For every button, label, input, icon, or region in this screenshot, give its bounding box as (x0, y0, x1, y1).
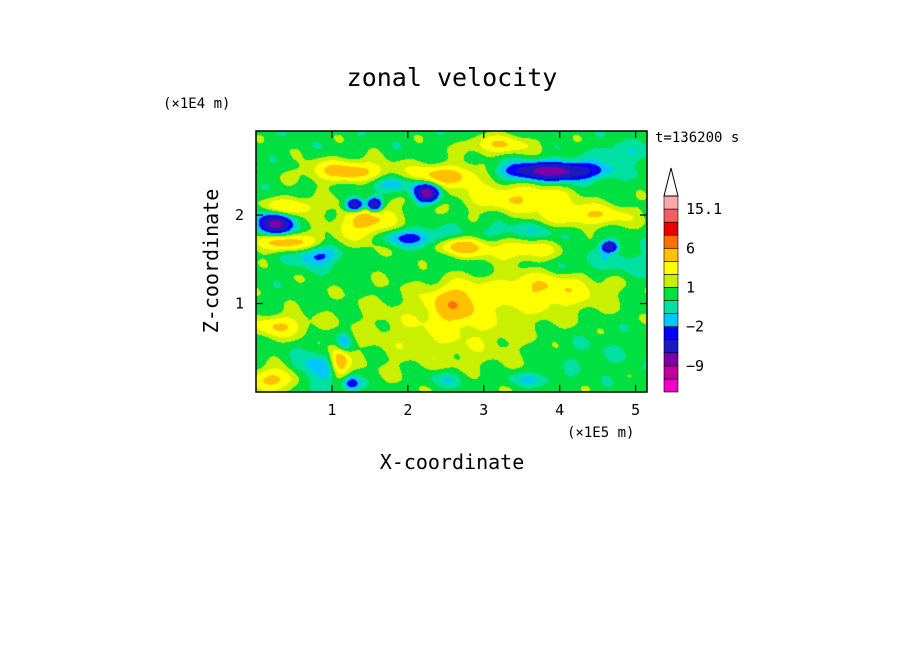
x-tick-label: 1 (327, 401, 336, 419)
x-tick-label: 3 (479, 401, 488, 419)
chart-title: zonal velocity (347, 63, 558, 92)
x-tick-label: 5 (631, 401, 640, 419)
y-tick-label: 2 (235, 206, 244, 224)
y-tick-label: 1 (235, 295, 244, 313)
colorbar-extend-arrow (663, 167, 679, 197)
x-axis-ticks: 1 2 3 4 5 (327, 131, 640, 419)
colorbar-swatch (663, 378, 679, 393)
velocity-field-heatmap (256, 131, 647, 392)
colorbar-swatch (663, 234, 679, 249)
plot-area (255, 130, 648, 393)
colorbar-label: −9 (686, 357, 704, 375)
time-label: t=136200 s (655, 130, 739, 146)
y-unit-label: (×1E4 m) (163, 96, 230, 112)
x-axis-title: X-coordinate (380, 450, 525, 474)
colorbar-swatch (663, 326, 679, 341)
colorbar-swatch (663, 208, 679, 223)
colorbar-swatch (663, 313, 679, 327)
colorbar-label: 1 (686, 278, 695, 296)
colorbar: 15.1 6 1 −2 −9 (663, 167, 722, 393)
colorbar-swatch (663, 287, 679, 301)
y-axis-title: Z-coordinate (199, 189, 223, 334)
x-tick-label: 4 (555, 401, 564, 419)
plot-frame (255, 130, 648, 393)
colorbar-label: 15.1 (686, 200, 722, 218)
x-tick-label: 2 (403, 401, 412, 419)
colorbar-label: 6 (686, 239, 695, 257)
colorbar-swatch (663, 195, 679, 210)
colorbar-swatch (663, 365, 679, 380)
colorbar-swatch (663, 261, 679, 275)
colorbar-swatch (663, 247, 679, 262)
colorbar-swatch (663, 339, 679, 354)
colorbar-swatch (663, 274, 679, 288)
colorbar-label: −2 (686, 318, 704, 336)
y-axis-ticks: 12 (235, 206, 647, 313)
colorbar-swatch (663, 221, 679, 236)
colorbar-swatch (663, 300, 679, 314)
colorbar-swatch (663, 352, 679, 367)
x-unit-label: (×1E5 m) (567, 425, 634, 441)
